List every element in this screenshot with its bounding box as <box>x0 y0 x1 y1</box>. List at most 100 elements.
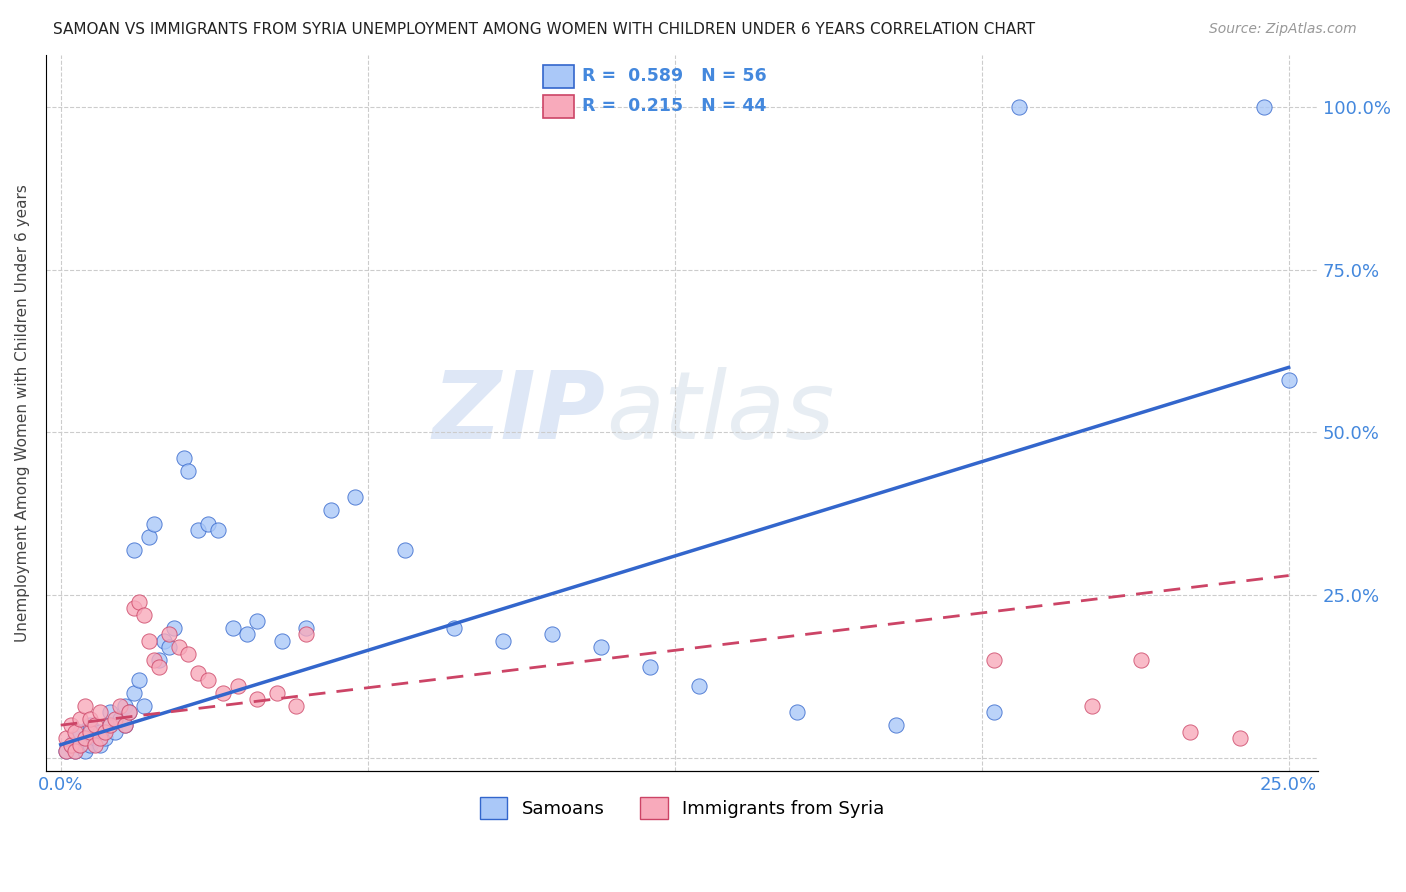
Point <box>79 712 101 726</box>
Point <box>128 673 150 687</box>
Point <box>786 705 808 719</box>
Point <box>114 718 136 732</box>
Point <box>138 633 160 648</box>
Point <box>1253 100 1275 114</box>
Point <box>134 698 156 713</box>
Point <box>59 738 82 752</box>
Point <box>211 685 233 699</box>
Point <box>69 724 91 739</box>
Point <box>69 738 91 752</box>
Point <box>128 594 150 608</box>
Point <box>94 724 117 739</box>
Point <box>59 718 82 732</box>
Point <box>884 718 907 732</box>
Point <box>75 731 97 746</box>
Point <box>134 607 156 622</box>
Point <box>1130 653 1153 667</box>
Point <box>1229 731 1251 746</box>
Legend: Samoans, Immigrants from Syria: Samoans, Immigrants from Syria <box>472 789 891 826</box>
Point <box>98 718 121 732</box>
Point <box>89 731 111 746</box>
Point <box>541 627 564 641</box>
Point <box>124 601 146 615</box>
Point <box>688 679 710 693</box>
Point <box>443 621 465 635</box>
Point <box>69 738 91 752</box>
Point <box>98 718 121 732</box>
Point <box>94 731 117 746</box>
Point <box>344 491 367 505</box>
Point <box>114 698 136 713</box>
Point <box>148 653 170 667</box>
Text: R =  0.589   N = 56: R = 0.589 N = 56 <box>582 67 766 85</box>
Y-axis label: Unemployment Among Women with Children Under 6 years: Unemployment Among Women with Children U… <box>15 184 30 642</box>
Point <box>226 679 249 693</box>
Text: atlas: atlas <box>606 368 834 458</box>
Point <box>246 614 269 628</box>
Point <box>104 724 127 739</box>
Point <box>143 516 166 531</box>
Point <box>89 738 111 752</box>
Point <box>118 705 141 719</box>
Point <box>1180 724 1202 739</box>
Point <box>187 523 209 537</box>
Point <box>55 731 77 746</box>
Point <box>55 744 77 758</box>
Point <box>236 627 259 641</box>
Point <box>55 744 77 758</box>
Point <box>65 744 87 758</box>
Point <box>197 673 219 687</box>
Point <box>108 698 131 713</box>
Point <box>79 724 101 739</box>
Point <box>983 653 1005 667</box>
Point <box>394 542 416 557</box>
Point <box>89 724 111 739</box>
Point <box>177 465 200 479</box>
Point <box>59 738 82 752</box>
Point <box>143 653 166 667</box>
Point <box>79 738 101 752</box>
Point <box>207 523 229 537</box>
Point <box>84 718 107 732</box>
Point <box>69 712 91 726</box>
Point <box>1278 373 1301 387</box>
Point <box>118 705 141 719</box>
Point <box>187 666 209 681</box>
FancyBboxPatch shape <box>543 95 574 118</box>
Text: SAMOAN VS IMMIGRANTS FROM SYRIA UNEMPLOYMENT AMONG WOMEN WITH CHILDREN UNDER 6 Y: SAMOAN VS IMMIGRANTS FROM SYRIA UNEMPLOY… <box>53 22 1036 37</box>
Point <box>285 698 308 713</box>
Point <box>221 621 243 635</box>
Point <box>157 640 180 654</box>
Point <box>1081 698 1104 713</box>
Point <box>246 692 269 706</box>
Point <box>104 712 127 726</box>
Point <box>89 705 111 719</box>
Point <box>983 705 1005 719</box>
Point <box>124 685 146 699</box>
Point <box>138 529 160 543</box>
Point <box>75 744 97 758</box>
Point <box>124 542 146 557</box>
Point <box>163 621 186 635</box>
Point <box>148 659 170 673</box>
Point <box>319 503 342 517</box>
Point <box>177 647 200 661</box>
Point <box>108 712 131 726</box>
Point <box>75 731 97 746</box>
Point <box>295 627 318 641</box>
Point <box>65 724 87 739</box>
Point <box>270 633 292 648</box>
FancyBboxPatch shape <box>543 65 574 87</box>
Point <box>98 705 121 719</box>
Point <box>114 718 136 732</box>
Point <box>79 718 101 732</box>
Point <box>84 731 107 746</box>
Point <box>638 659 661 673</box>
Point <box>173 451 195 466</box>
Point <box>84 738 107 752</box>
Point <box>492 633 515 648</box>
Text: Source: ZipAtlas.com: Source: ZipAtlas.com <box>1209 22 1357 37</box>
Point <box>266 685 288 699</box>
Text: R =  0.215   N = 44: R = 0.215 N = 44 <box>582 97 766 115</box>
Text: ZIP: ZIP <box>433 367 606 458</box>
